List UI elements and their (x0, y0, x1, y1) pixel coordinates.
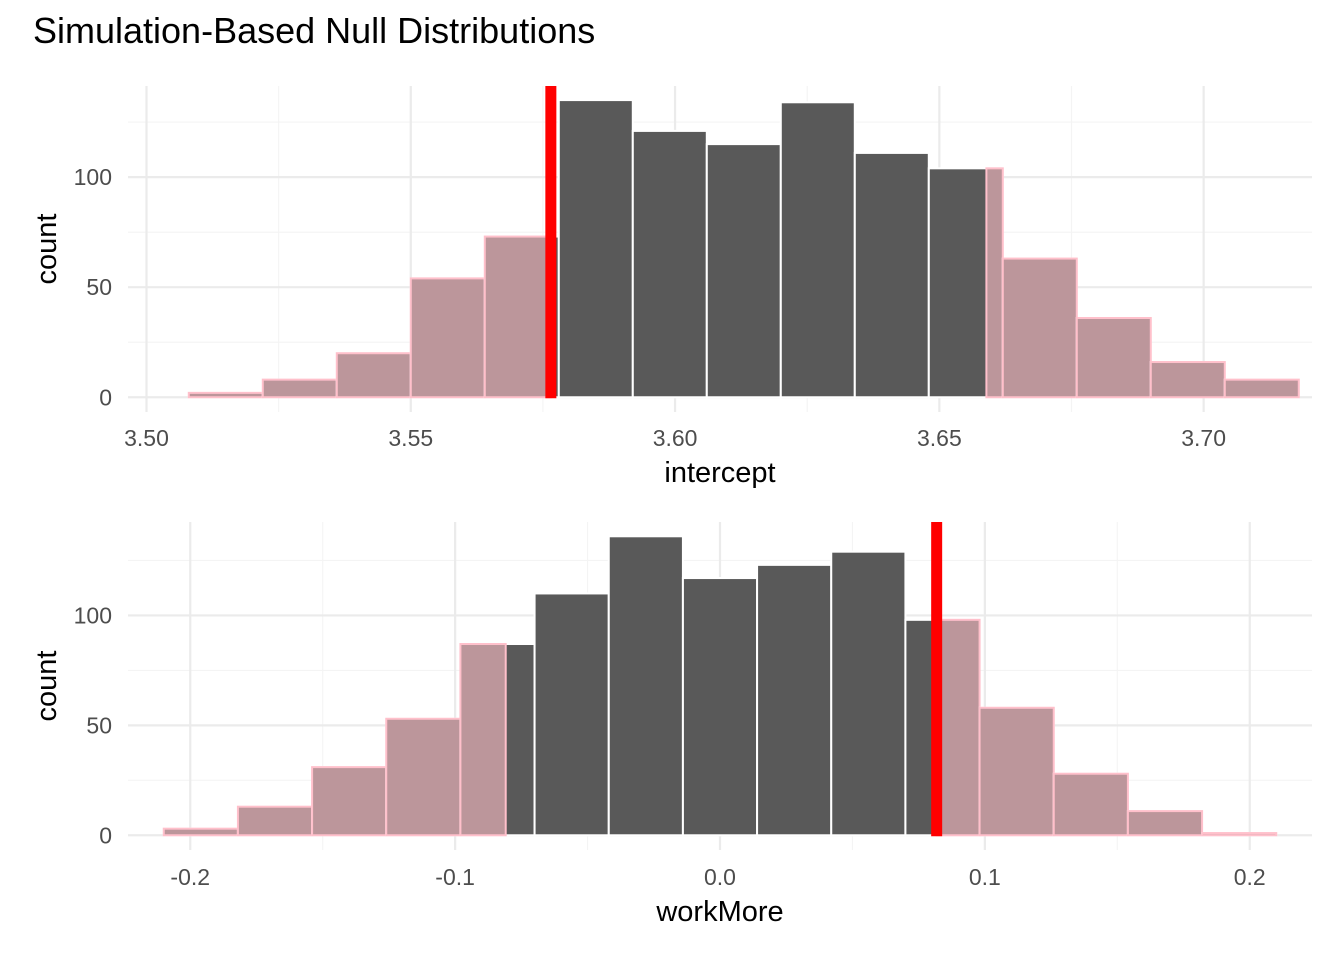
shaded-region-11 (1001, 257, 1078, 399)
y-tick-label: 0 (99, 384, 112, 410)
shaded-region-14 (1223, 378, 1300, 399)
y-axis-title: count (31, 214, 63, 285)
shaded-region-4 (459, 643, 507, 837)
histogram-bar-6 (631, 129, 708, 399)
x-axis-title: workMore (655, 896, 783, 928)
shaded-region-0 (162, 827, 239, 837)
y-tick-label: 50 (86, 274, 112, 300)
shaded-region-2 (335, 352, 412, 399)
histogram-bar-5 (533, 592, 610, 837)
histogram-bar-9 (830, 550, 907, 837)
x-tick-label: 3.60 (653, 425, 698, 451)
y-tick-label: 0 (99, 822, 112, 848)
x-tick-label: -0.2 (170, 864, 210, 890)
x-tick-label: 3.50 (124, 425, 169, 451)
x-tick-label: 3.70 (1181, 425, 1226, 451)
histogram-panel-workmore: -0.2 -0.1 0.0 0.1 0.2 0 50 100 workMore count (31, 522, 1312, 928)
x-tick-label: 0.0 (704, 864, 736, 890)
histogram-bar-8 (779, 101, 856, 399)
figure-title: Simulation-Based Null Distributions (33, 10, 596, 51)
shaded-region-11 (978, 706, 1055, 837)
x-tick-label: 3.55 (388, 425, 433, 451)
histogram-panel-intercept: 3.50 3.55 3.60 3.65 3.70 0 50 100 intercept count (31, 86, 1312, 489)
shaded-region-10 (935, 618, 981, 837)
y-tick-label: 50 (86, 712, 112, 738)
x-tick-label: 0.2 (1234, 864, 1266, 890)
histogram-bar-8 (756, 563, 833, 837)
x-tick-label: 3.65 (917, 425, 962, 451)
histogram-bar-5 (557, 99, 634, 399)
x-axis-title: intercept (664, 457, 775, 489)
y-axis-title: count (31, 651, 63, 722)
shaded-region-12 (1075, 317, 1152, 399)
y-tick-label: 100 (74, 602, 112, 628)
shaded-region-3 (385, 717, 462, 837)
shaded-region-13 (1149, 361, 1226, 399)
histogram-bar-7 (705, 143, 782, 399)
shaded-region-0 (187, 391, 264, 399)
x-tick-label: -0.1 (435, 864, 475, 890)
shaded-region-1 (236, 805, 314, 837)
y-tick-label: 100 (74, 164, 112, 190)
shaded-region-4 (483, 235, 552, 399)
x-tick-label: 0.1 (969, 864, 1001, 890)
shaded-region-13 (1126, 810, 1204, 837)
shaded-region-12 (1052, 772, 1129, 837)
histogram-bar-7 (681, 577, 759, 837)
histogram-bar-9 (853, 151, 930, 399)
shaded-region-2 (311, 766, 388, 837)
shaded-region-10 (985, 167, 1004, 399)
shaded-region-14 (1201, 832, 1278, 837)
shaded-region-3 (409, 277, 486, 399)
shaded-region-1 (261, 378, 338, 399)
histogram-bar-6 (607, 535, 684, 837)
